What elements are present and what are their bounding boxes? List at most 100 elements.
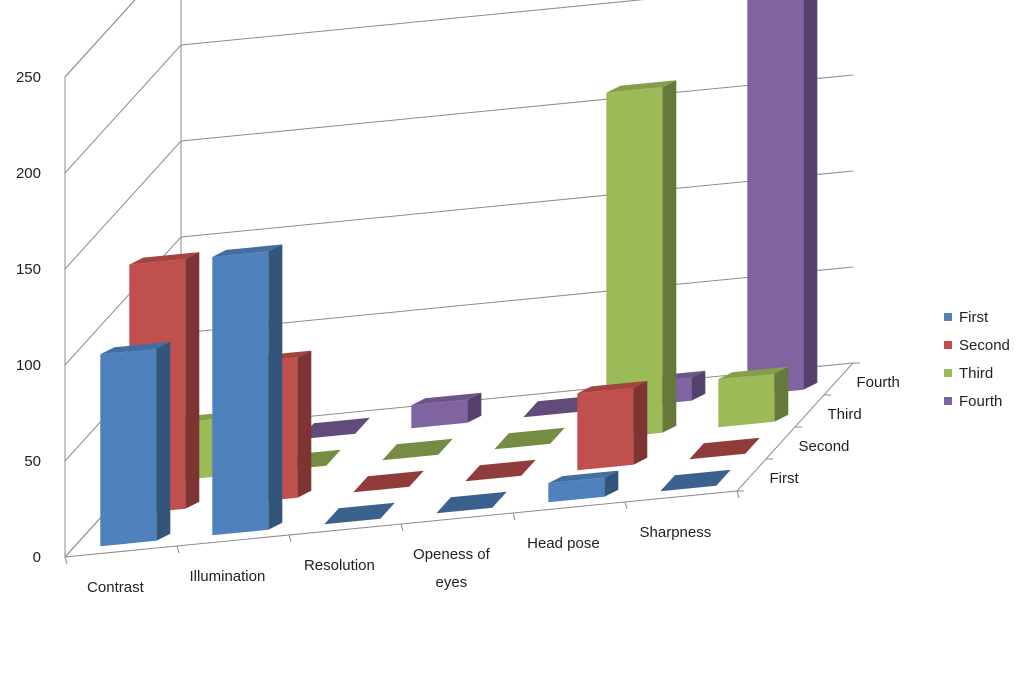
bar-first-3[interactable] (436, 491, 507, 514)
x-tick-mark (736, 490, 740, 499)
bar-fourth-3[interactable] (523, 395, 594, 418)
bar-floor-tile (382, 438, 453, 461)
bar-front-face (411, 399, 468, 429)
bar-floor-tile (353, 470, 424, 493)
bar-side-face (185, 252, 200, 509)
bar-side-face (297, 350, 312, 498)
x-category-label: eyes (436, 574, 468, 591)
bar-first-1[interactable] (212, 244, 283, 536)
legend-swatch-first (944, 313, 952, 321)
legend-item-first[interactable]: First (944, 303, 1020, 331)
bar-front-face (548, 477, 605, 503)
gridline-250 (64, 0, 136, 78)
bar-side-face (268, 244, 283, 530)
bar-floor-tile (494, 427, 565, 450)
bar-top-face (606, 80, 677, 93)
bar-second-2[interactable] (353, 470, 424, 493)
y-tick-label: 0 (33, 549, 41, 566)
bar-side-face (156, 341, 171, 541)
bar-floor-tile (324, 502, 395, 525)
y-tick-label: 50 (24, 453, 41, 470)
y-axis-ticks: 0 50 100 150 200 250 (16, 69, 41, 566)
depth-label-second: Second (799, 438, 850, 455)
bar-floor-tile (436, 491, 507, 514)
bar-top-face (577, 380, 648, 394)
bar-third-3[interactable] (494, 427, 565, 450)
legend-swatch-fourth (944, 397, 952, 405)
x-tick-mark (64, 556, 68, 565)
bar-floor-tile (689, 437, 760, 460)
bar-front-face (100, 348, 157, 547)
bar-group (100, 0, 818, 547)
bar-top-face (718, 366, 789, 380)
x-category-label: Sharpness (640, 524, 712, 541)
bar-front-face (212, 251, 269, 536)
bar-third-5[interactable] (718, 366, 789, 428)
bar-front-face (747, 0, 804, 396)
x-tick-mark (512, 512, 516, 521)
bar-front-face (718, 373, 775, 428)
depth-label-third: Third (828, 406, 862, 423)
x-category-label: Contrast (87, 579, 145, 596)
bar-side-face (467, 392, 482, 423)
depth-label-first: First (770, 470, 800, 487)
legend-label-second: Second (959, 336, 1010, 354)
bar-fourth-1[interactable] (299, 417, 370, 440)
bar-side-face (774, 366, 789, 422)
x-category-label: Openess of (413, 546, 491, 563)
bar-fourth-5[interactable] (747, 0, 818, 396)
legend-swatch-second (944, 341, 952, 349)
bar-first-0[interactable] (100, 341, 171, 547)
bar-fourth-2[interactable] (411, 392, 482, 429)
x-category-label: Head pose (527, 535, 600, 552)
x-category-label: Resolution (304, 557, 375, 574)
x-tick-mark (288, 534, 292, 543)
bar-side-face (662, 80, 677, 433)
legend-item-third[interactable]: Third (944, 359, 1020, 387)
depth-axis-labels: First Second Third Fourth (770, 374, 900, 487)
legend-label-fourth: Fourth (959, 392, 1003, 410)
bar-first-5[interactable] (660, 469, 731, 492)
bar-side-face (803, 0, 818, 390)
y-tick-label: 150 (16, 261, 41, 278)
bar-floor-tile (465, 459, 536, 482)
bar-top-face (548, 470, 619, 484)
legend-item-fourth[interactable]: Fourth (944, 387, 1020, 415)
bar-floor-tile (299, 417, 370, 440)
legend-label-first: First (959, 308, 989, 326)
x-axis-labels: Contrast Illumination Resolution Openess of… (87, 524, 711, 596)
bar-second-4[interactable] (577, 380, 648, 471)
bar-side-face (691, 370, 706, 401)
legend-label-third: Third (959, 364, 994, 382)
x-tick-mark (400, 523, 404, 532)
bar-top-face (212, 244, 283, 257)
bar-top-face (411, 392, 482, 406)
bar-second-3[interactable] (465, 459, 536, 482)
legend-item-second[interactable]: Second (944, 331, 1020, 359)
bar-third-4[interactable] (606, 80, 677, 439)
bar-side-face (604, 470, 619, 497)
bar-front-face (606, 87, 663, 439)
bar-floor-tile (523, 395, 594, 418)
y-tick-label: 200 (16, 165, 41, 182)
bar-floor-tile (660, 469, 731, 492)
legend: First Second Third Fourth (944, 303, 1020, 415)
bar-first-4[interactable] (548, 470, 619, 503)
wall-top-edge (64, 0, 136, 78)
bar-front-face (577, 387, 634, 471)
depth-label-fourth: Fourth (857, 374, 900, 391)
bar-second-5[interactable] (689, 437, 760, 460)
y-tick-label: 100 (16, 357, 41, 374)
gridline-150 (64, 74, 854, 270)
x-tick-mark (624, 501, 628, 510)
legend-swatch-third (944, 369, 952, 377)
bar-top-face (129, 252, 200, 265)
x-tick-mark (176, 545, 180, 554)
bar-side-face (633, 380, 648, 465)
y-tick-label: 250 (16, 69, 41, 86)
bar-third-2[interactable] (382, 438, 453, 461)
x-category-label: Illumination (189, 568, 265, 585)
bar-top-face (100, 341, 171, 355)
bar-first-2[interactable] (324, 502, 395, 525)
